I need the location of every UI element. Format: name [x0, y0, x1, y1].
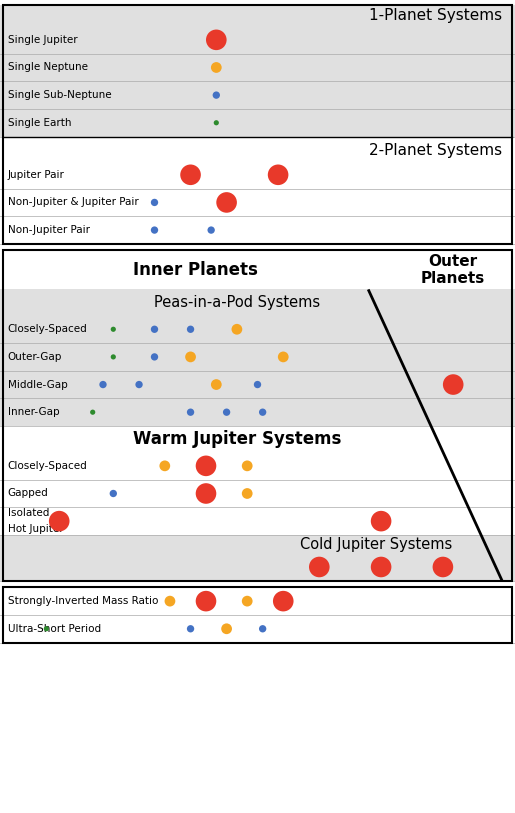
Point — [222, 406, 231, 419]
Bar — [0, 315, 515, 343]
Text: Jupiter Pair: Jupiter Pair — [8, 170, 64, 180]
Text: Inner-Gap: Inner-Gap — [8, 407, 59, 417]
Point — [55, 515, 63, 528]
Point — [202, 487, 210, 500]
Point — [42, 622, 50, 635]
Text: Single Sub-Neptune: Single Sub-Neptune — [8, 90, 111, 100]
Point — [279, 350, 287, 363]
Text: 2-Planet Systems: 2-Planet Systems — [369, 143, 502, 158]
Point — [274, 168, 282, 181]
Point — [135, 378, 143, 391]
Point — [109, 487, 117, 500]
Point — [259, 622, 267, 635]
Point — [186, 323, 195, 336]
Point — [222, 622, 231, 635]
Point — [202, 594, 210, 607]
Point — [99, 378, 107, 391]
Text: Peas-in-a-Pod Systems: Peas-in-a-Pod Systems — [154, 295, 320, 310]
Point — [150, 196, 159, 209]
Bar — [0, 553, 515, 580]
Point — [150, 350, 159, 363]
Bar — [0, 371, 515, 398]
Bar — [0, 535, 515, 553]
Point — [212, 61, 220, 74]
Point — [207, 224, 215, 237]
Point — [186, 350, 195, 363]
Bar — [3, 5, 512, 244]
Point — [243, 459, 251, 472]
Point — [233, 323, 241, 336]
Text: Warm Jupiter Systems: Warm Jupiter Systems — [133, 430, 341, 448]
Bar — [0, 81, 515, 109]
Point — [109, 350, 117, 363]
Bar — [0, 5, 515, 26]
Bar — [0, 480, 515, 507]
Point — [222, 196, 231, 209]
Point — [186, 622, 195, 635]
Point — [449, 378, 457, 391]
Text: Single Jupiter: Single Jupiter — [8, 35, 77, 45]
Bar — [0, 161, 515, 189]
Point — [212, 378, 220, 391]
Text: 1-Planet Systems: 1-Planet Systems — [369, 8, 502, 23]
Point — [186, 406, 195, 419]
Bar — [0, 587, 515, 615]
Bar — [0, 507, 515, 535]
Text: Non-Jupiter Pair: Non-Jupiter Pair — [8, 225, 90, 235]
Point — [377, 515, 385, 528]
Text: Middle-Gap: Middle-Gap — [8, 380, 67, 389]
Text: Hot Jupiter: Hot Jupiter — [8, 524, 63, 534]
Text: Closely-Spaced: Closely-Spaced — [8, 324, 88, 334]
Point — [315, 560, 323, 573]
Text: Isolated: Isolated — [8, 508, 49, 518]
Bar — [3, 587, 512, 642]
Point — [243, 594, 251, 607]
Bar — [0, 54, 515, 81]
Point — [377, 560, 385, 573]
Point — [212, 33, 220, 46]
Point — [186, 168, 195, 181]
Bar — [0, 398, 515, 426]
Text: Single Neptune: Single Neptune — [8, 63, 88, 72]
Point — [253, 378, 262, 391]
Point — [279, 594, 287, 607]
Text: Gapped: Gapped — [8, 489, 48, 498]
Point — [150, 224, 159, 237]
Bar — [0, 109, 515, 137]
Bar — [3, 250, 512, 580]
Bar — [0, 26, 515, 54]
Text: Strongly-Inverted Mass Ratio: Strongly-Inverted Mass Ratio — [8, 596, 158, 606]
Point — [212, 89, 220, 102]
Text: Cold Jupiter Systems: Cold Jupiter Systems — [300, 537, 452, 551]
Point — [150, 323, 159, 336]
Text: Closely-Spaced: Closely-Spaced — [8, 461, 88, 471]
Point — [109, 323, 117, 336]
Bar — [0, 140, 515, 161]
Point — [439, 560, 447, 573]
Point — [212, 116, 220, 129]
Text: Inner Planets: Inner Planets — [133, 261, 258, 279]
Point — [202, 459, 210, 472]
Point — [89, 406, 97, 419]
Bar — [0, 426, 515, 452]
Bar — [0, 615, 515, 642]
Text: Ultra-Short Period: Ultra-Short Period — [8, 624, 101, 634]
Bar — [0, 343, 515, 371]
Bar — [0, 452, 515, 480]
Bar — [0, 216, 515, 244]
Bar — [0, 250, 515, 289]
Bar — [0, 289, 515, 315]
Point — [161, 459, 169, 472]
Point — [259, 406, 267, 419]
Bar — [0, 189, 515, 216]
Point — [166, 594, 174, 607]
Bar — [0, 642, 515, 813]
Point — [243, 487, 251, 500]
Text: Non-Jupiter & Jupiter Pair: Non-Jupiter & Jupiter Pair — [8, 198, 139, 207]
Text: Outer-Gap: Outer-Gap — [8, 352, 62, 362]
Text: Outer
Planets: Outer Planets — [421, 254, 485, 286]
Text: Single Earth: Single Earth — [8, 118, 71, 128]
